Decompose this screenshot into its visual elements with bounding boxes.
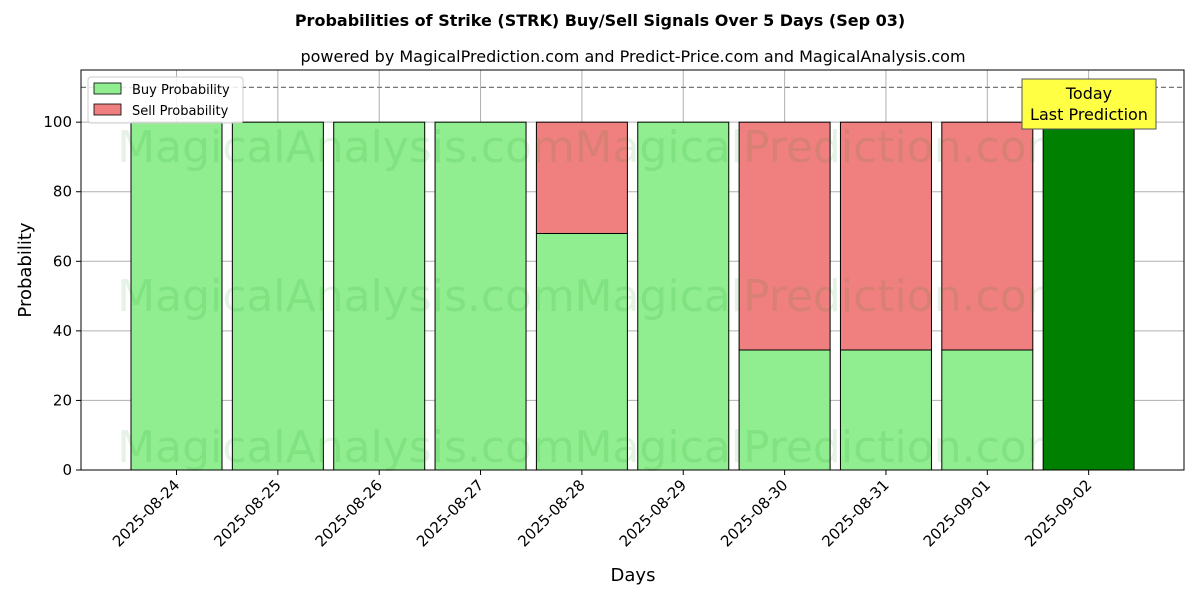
buy-bar: [535, 232, 628, 471]
chart-subtitle: powered by MagicalPrediction.com and Pre…: [300, 47, 965, 66]
y-tick-label: 20: [53, 391, 72, 409]
y-axis-label: Probability: [15, 222, 36, 317]
legend-label-sell: Sell Probability: [132, 104, 229, 119]
watermark-text: MagicalPrediction.com: [575, 122, 1070, 173]
sell-bar: [535, 121, 628, 234]
y-tick-label: 40: [53, 322, 72, 340]
legend: Buy Probability Sell Probability: [87, 76, 244, 124]
x-tick-label: 2025-08-28: [514, 476, 588, 550]
today-annotation: Today Last Prediction: [1021, 78, 1157, 130]
x-axis-ticks: 2025-08-24 2025-08-25 2025-08-26 2025-08-27…: [109, 470, 1095, 550]
x-tick-label: 2025-09-02: [1021, 476, 1095, 550]
watermarks: MagicalAnalysis.com MagicalPrediction.com…: [117, 122, 1069, 473]
sell-bar: [738, 121, 831, 351]
y-axis-ticks: 0 20 40 60 80 100: [43, 113, 81, 479]
buy-bar: [637, 121, 730, 471]
legend-label-buy: Buy Probability: [132, 83, 230, 98]
x-tick-label: 2025-08-27: [413, 476, 487, 550]
watermark-text: MagicalAnalysis.com: [117, 122, 575, 173]
x-tick-label: 2025-08-30: [717, 476, 791, 550]
x-tick-label: 2025-08-29: [616, 476, 690, 550]
x-axis-label: Days: [611, 565, 656, 586]
annotation-box: [1021, 78, 1157, 130]
watermark-text: MagicalAnalysis.com: [117, 422, 575, 473]
watermark-text: MagicalAnalysis.com: [117, 271, 575, 322]
buy-bar: [941, 349, 1034, 471]
chart-title: Probabilities of Strike (STRK) Buy/Sell …: [295, 11, 905, 30]
y-tick-label: 100: [43, 113, 72, 131]
x-tick-label: 2025-08-31: [818, 476, 892, 550]
y-tick-label: 80: [53, 183, 72, 201]
annotation-line-1: Today: [1065, 84, 1112, 103]
x-tick-label: 2025-08-26: [312, 476, 386, 550]
watermark-text: MagicalPrediction.com: [575, 271, 1070, 322]
sell-bar: [941, 121, 1034, 351]
annotation-line-2: Last Prediction: [1030, 105, 1148, 124]
legend-swatch-sell: [93, 103, 122, 116]
x-tick-label: 2025-08-25: [210, 476, 284, 550]
legend-box: [87, 76, 244, 124]
buy-bar: [839, 349, 932, 471]
y-tick-label: 0: [62, 461, 72, 479]
watermark-text: MagicalPrediction.com: [575, 422, 1070, 473]
plot-frame: [80, 69, 1185, 471]
x-tick-label: 2025-08-24: [109, 476, 183, 550]
x-tick-label: 2025-09-01: [920, 476, 994, 550]
legend-swatch-buy: [93, 82, 122, 95]
buy-bar: [1042, 121, 1135, 471]
sell-bar: [839, 121, 932, 351]
buy-bar: [434, 121, 527, 471]
bars: [130, 121, 1135, 471]
y-tick-label: 60: [53, 252, 72, 270]
buy-bar: [130, 121, 223, 471]
